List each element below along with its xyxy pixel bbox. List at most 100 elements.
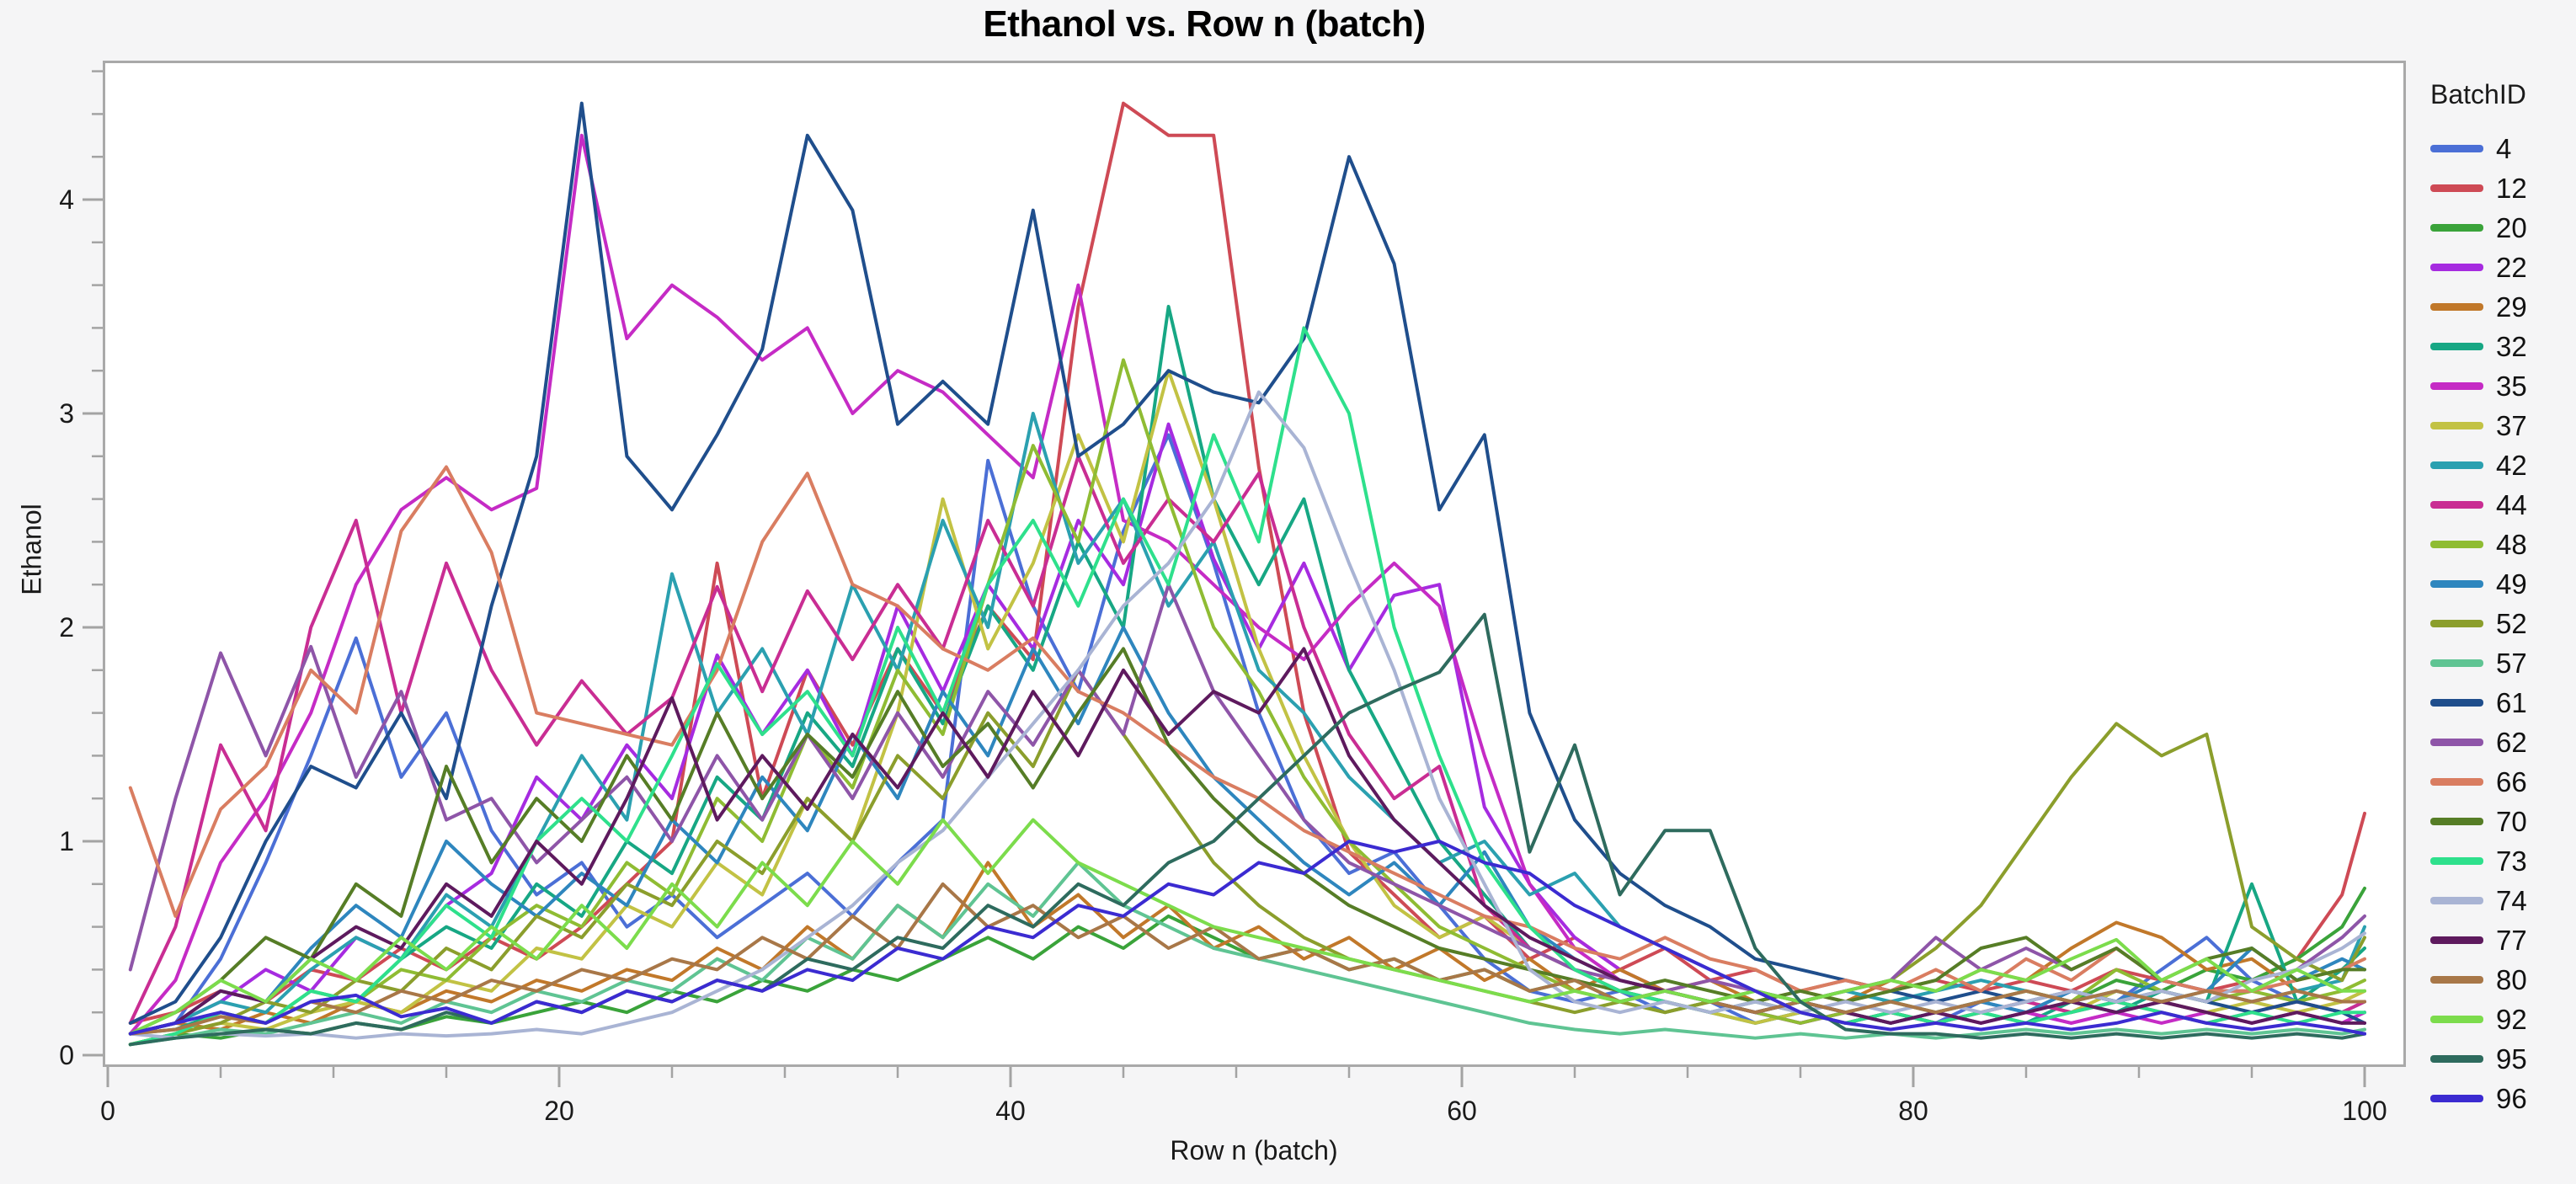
series-line-62[interactable]: [128, 583, 2366, 1004]
legend-item-32[interactable]: 32: [2430, 327, 2575, 366]
legend-swatch-62: [2430, 739, 2483, 746]
legend-label: 4: [2496, 132, 2512, 164]
legend-label: 22: [2496, 251, 2527, 283]
legend-label: 80: [2496, 963, 2527, 995]
legend-label: 66: [2496, 765, 2527, 797]
series-lines[interactable]: [128, 101, 2366, 1047]
y-axis-label: Ethanol: [16, 504, 47, 595]
legend-item-22[interactable]: 22: [2430, 248, 2575, 287]
legend-item-57[interactable]: 57: [2430, 643, 2575, 683]
tick-label: 100: [2342, 1096, 2387, 1126]
legend-label: 35: [2496, 370, 2527, 402]
legend-item-4[interactable]: 4: [2430, 129, 2575, 168]
legend-item-74[interactable]: 74: [2430, 881, 2575, 920]
legend-label: 77: [2496, 924, 2527, 956]
series-line-70[interactable]: [128, 647, 2366, 1036]
legend-label: 95: [2496, 1043, 2527, 1075]
series-line-66[interactable]: [128, 465, 2366, 993]
axis-tick-marks: [83, 70, 2366, 1087]
legend-swatch-32: [2430, 343, 2483, 350]
legend-item-12[interactable]: 12: [2430, 168, 2575, 208]
legend-swatch-44: [2430, 501, 2483, 509]
legend-swatch-92: [2430, 1016, 2483, 1023]
legend-label: 12: [2496, 172, 2527, 204]
legend-label: 32: [2496, 330, 2527, 362]
series-line-96[interactable]: [128, 840, 2366, 1036]
legend-swatch-42: [2430, 461, 2483, 469]
legend-swatch-66: [2430, 778, 2483, 786]
tick-label: 3: [59, 398, 74, 429]
legend-label: 37: [2496, 409, 2527, 441]
tick-label: 1: [59, 826, 74, 856]
legend-item-49[interactable]: 49: [2430, 564, 2575, 604]
x-axis-label: Row n (batch): [1170, 1135, 1338, 1165]
legend-label: 48: [2496, 528, 2527, 560]
legend-item-95[interactable]: 95: [2430, 1039, 2575, 1079]
legend-label: 74: [2496, 884, 2527, 916]
legend-swatch-80: [2430, 976, 2483, 984]
legend-label: 73: [2496, 845, 2527, 877]
legend-swatch-48: [2430, 541, 2483, 548]
legend-swatch-49: [2430, 580, 2483, 588]
legend-label: 57: [2496, 647, 2527, 679]
legend-item-44[interactable]: 44: [2430, 485, 2575, 525]
legend-item-62[interactable]: 62: [2430, 723, 2575, 762]
legend-item-48[interactable]: 48: [2430, 525, 2575, 564]
legend-item-73[interactable]: 73: [2430, 841, 2575, 881]
series-line-80[interactable]: [128, 882, 2366, 1036]
legend-swatch-20: [2430, 224, 2483, 232]
legend-item-77[interactable]: 77: [2430, 920, 2575, 960]
legend-item-29[interactable]: 29: [2430, 287, 2575, 327]
legend-item-66[interactable]: 66: [2430, 762, 2575, 802]
series-line-4[interactable]: [128, 433, 2366, 1036]
legend-label: 44: [2496, 488, 2527, 520]
legend-swatch-73: [2430, 857, 2483, 865]
legend-swatch-35: [2430, 382, 2483, 390]
series-line-74[interactable]: [128, 390, 2366, 1040]
series-line-92[interactable]: [128, 818, 2366, 1036]
legend-label: 70: [2496, 805, 2527, 837]
legend-item-37[interactable]: 37: [2430, 406, 2575, 445]
series-line-52[interactable]: [128, 668, 2366, 1047]
legend-label: 42: [2496, 449, 2527, 481]
tick-label: 60: [1447, 1096, 1477, 1126]
legend-swatch-61: [2430, 699, 2483, 707]
axis-tick-labels: 0 20 40 60 80 100 0 1 2 3 4: [59, 184, 2387, 1126]
legend-item-80[interactable]: 80: [2430, 960, 2575, 1000]
legend-item-42[interactable]: 42: [2430, 445, 2575, 485]
tick-label: 0: [100, 1096, 115, 1126]
legend-label: 49: [2496, 568, 2527, 600]
legend-swatch-77: [2430, 936, 2483, 944]
legend-item-52[interactable]: 52: [2430, 604, 2575, 643]
legend-item-35[interactable]: 35: [2430, 366, 2575, 406]
series-line-73[interactable]: [128, 326, 2366, 1047]
legend-swatch-57: [2430, 659, 2483, 667]
legend-swatch-70: [2430, 818, 2483, 825]
series-line-77[interactable]: [128, 647, 2366, 1036]
legend-label: 92: [2496, 1003, 2527, 1035]
legend-swatch-95: [2430, 1055, 2483, 1063]
legend-title: BatchID: [2430, 79, 2526, 109]
series-line-49[interactable]: [128, 626, 2366, 1036]
series-line-42[interactable]: [128, 412, 2366, 1036]
chart-title: Ethanol vs. Row n (batch): [983, 3, 1426, 45]
legend-swatch-29: [2430, 303, 2483, 311]
legend-swatch-4: [2430, 145, 2483, 152]
legend-swatch-12: [2430, 184, 2483, 192]
series-line-61[interactable]: [128, 101, 2366, 1025]
tick-label: 0: [59, 1040, 74, 1070]
tick-label: 20: [544, 1096, 574, 1126]
legend-label: 61: [2496, 686, 2527, 718]
legend-label: 96: [2496, 1082, 2527, 1114]
legend-swatch-37: [2430, 422, 2483, 429]
legend-item-20[interactable]: 20: [2430, 208, 2575, 248]
legend-item-70[interactable]: 70: [2430, 802, 2575, 841]
series-line-12[interactable]: [128, 101, 2366, 1025]
legend-swatch-96: [2430, 1095, 2483, 1102]
legend-items: 4 12 20 22 29 32 35 37 42 44 48 49 52 57 61 62 66 70 73 74 7…: [2430, 129, 2575, 1118]
legend-item-92[interactable]: 92: [2430, 1000, 2575, 1039]
legend-label: 52: [2496, 607, 2527, 639]
legend-item-96[interactable]: 96: [2430, 1079, 2575, 1118]
legend-item-61[interactable]: 61: [2430, 683, 2575, 723]
